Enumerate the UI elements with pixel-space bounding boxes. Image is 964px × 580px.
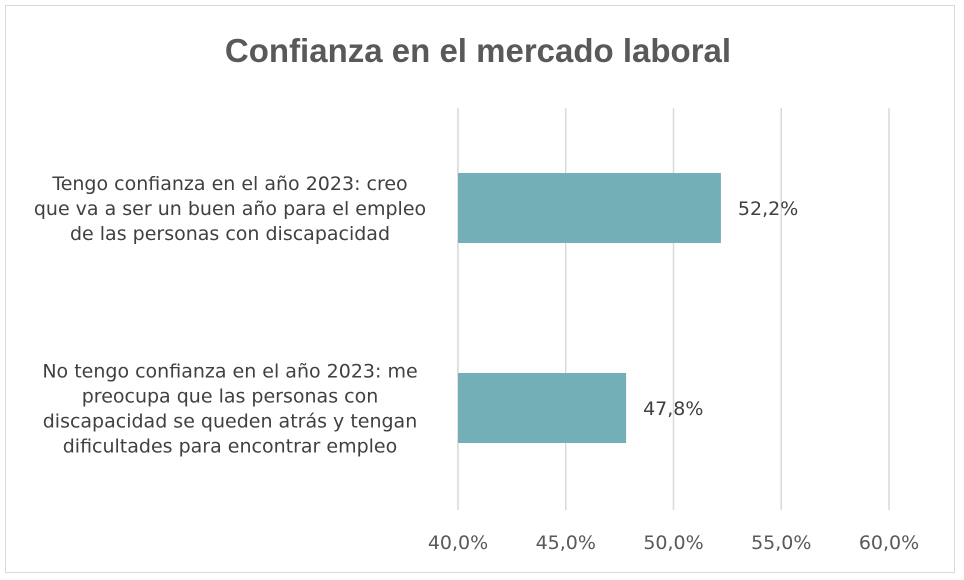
category-label-line: No tengo confianza en el año 2023: me [42, 361, 417, 383]
bar-layer [458, 173, 721, 443]
bar-value-label: 47,8% [643, 398, 703, 420]
category-label-line: Tengo confianza en el año 2023: creo [51, 173, 407, 195]
category-label-line: discapacidad se queden atrás y tengan [43, 411, 418, 433]
bar-value-label: 52,2% [738, 198, 798, 220]
category-label-line: dificultades para encontrar empleo [63, 436, 398, 458]
x-tick-label: 40,0% [428, 532, 488, 554]
label-layer: 52,2% Tengo confianza en el año 2023: cre… [34, 173, 798, 458]
chart-title: Confianza en el mercado laboral [225, 32, 731, 69]
category-label-line: de las personas con discapacidad [70, 223, 390, 245]
category-label-line: preocupa que las personas con [82, 386, 379, 408]
category-label-line: que va a ser un buen año para el empleo [34, 198, 426, 220]
x-tick-label: 60,0% [859, 532, 919, 554]
x-tick-label: 55,0% [751, 532, 811, 554]
bar [458, 373, 627, 443]
bar [458, 173, 721, 243]
x-tick-label: 50,0% [643, 532, 703, 554]
x-tick-label: 45,0% [536, 532, 596, 554]
chart-frame [5, 5, 955, 573]
